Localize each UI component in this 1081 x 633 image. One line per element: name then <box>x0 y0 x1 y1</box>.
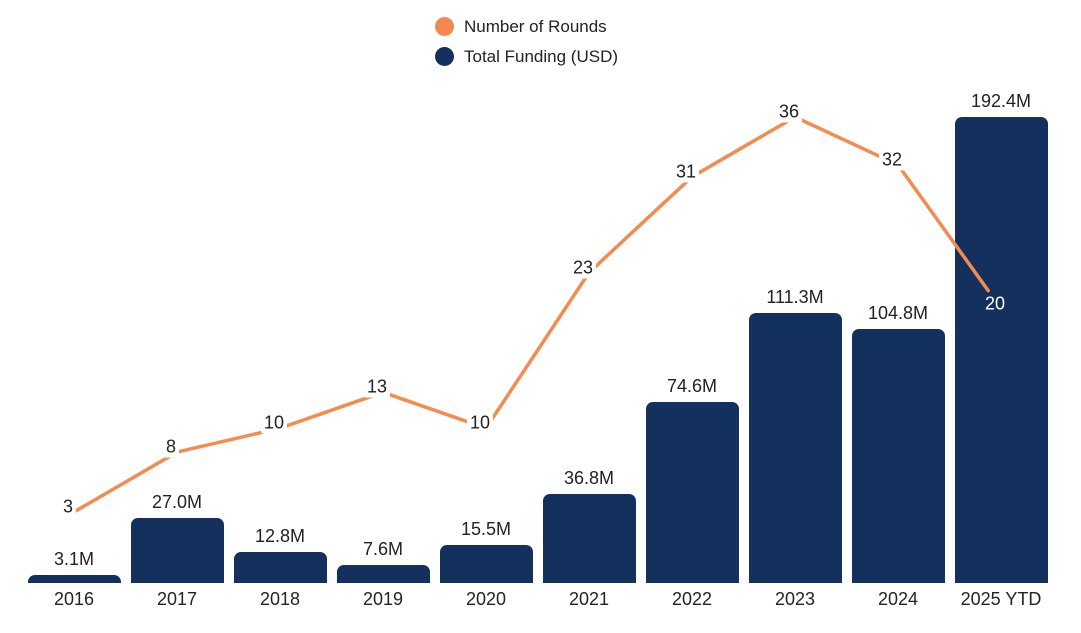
bar-value-label-2018: 12.8M <box>254 525 306 546</box>
category-label-2023: 2023 <box>774 589 816 609</box>
bar-value-label-2019: 7.6M <box>362 538 404 559</box>
bar-value-label-2022: 74.6M <box>666 376 718 397</box>
line-point-label-2025-ytd: 20 <box>984 293 1006 313</box>
chart-legend: Number of Rounds Total Funding (USD) <box>435 17 618 77</box>
line-point-label-2017: 8 <box>162 436 180 458</box>
category-label-2022: 2022 <box>671 589 713 609</box>
bar-2020 <box>439 545 533 583</box>
category-label-2018: 2018 <box>259 589 301 609</box>
line-point-label-2024: 32 <box>878 149 906 171</box>
legend-dot-rounds-icon <box>435 17 454 36</box>
category-label-2016: 2016 <box>53 589 95 609</box>
category-label-2025-ytd: 2025 YTD <box>960 589 1042 609</box>
legend-label-funding: Total Funding (USD) <box>464 46 619 66</box>
legend-item-total-funding: Total Funding (USD) <box>435 47 618 66</box>
category-label-2024: 2024 <box>877 589 919 609</box>
category-label-2017: 2017 <box>156 589 198 609</box>
line-point-label-2021: 23 <box>569 257 597 279</box>
line-point-label-2022: 31 <box>672 161 700 183</box>
bar-2018 <box>233 551 327 583</box>
legend-item-number-of-rounds: Number of Rounds <box>435 17 618 36</box>
line-point-label-2018: 10 <box>260 412 288 434</box>
bar-value-label-2020: 15.5M <box>460 519 512 540</box>
bar-value-label-2016: 3.1M <box>53 549 95 570</box>
legend-label-rounds: Number of Rounds <box>464 16 607 36</box>
bar-value-label-2024: 104.8M <box>867 303 929 324</box>
line-point-label-2016: 3 <box>59 496 77 518</box>
bar-2016 <box>27 575 121 583</box>
line-point-label-2019: 13 <box>363 376 391 398</box>
legend-dot-funding-icon <box>435 47 454 66</box>
line-point-label-2020: 10 <box>466 412 494 434</box>
bar-2019 <box>336 564 430 583</box>
line-point-label-2023: 36 <box>775 101 803 123</box>
category-label-2020: 2020 <box>465 589 507 609</box>
bar-value-label-2021: 36.8M <box>563 467 615 488</box>
bar-2017 <box>130 517 224 583</box>
bar-value-label-2017: 27.0M <box>151 491 203 512</box>
category-label-2019: 2019 <box>362 589 404 609</box>
bar-value-label-2025-ytd: 192.4M <box>970 91 1032 111</box>
bar-value-label-2023: 111.3M <box>766 287 824 308</box>
category-label-2021: 2021 <box>568 589 610 609</box>
